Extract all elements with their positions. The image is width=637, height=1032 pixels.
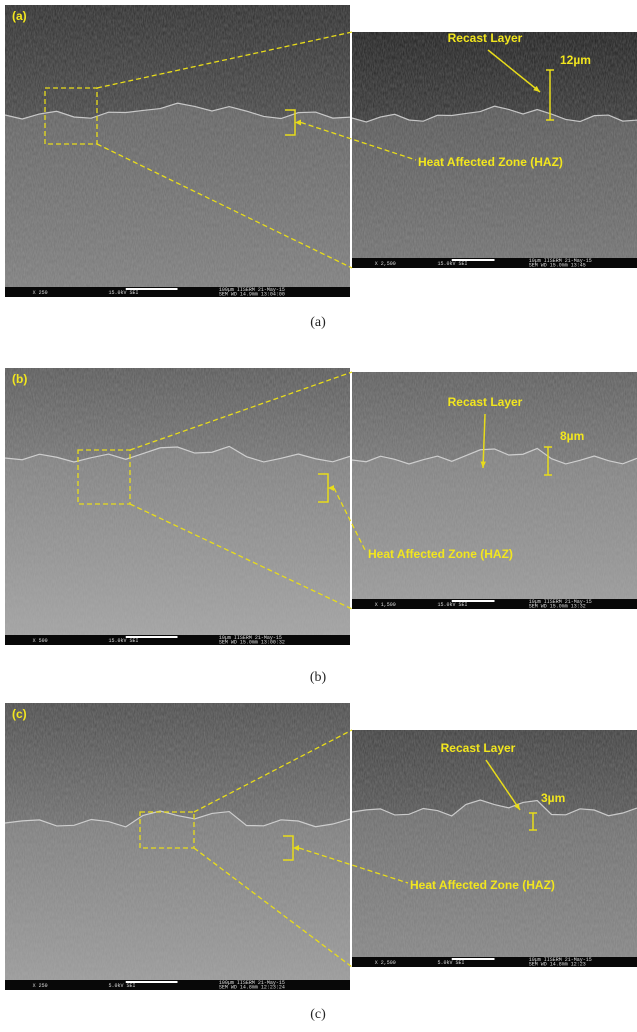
thickness-label: 8µm bbox=[560, 429, 584, 443]
databar-text: SEM WD 15.0mm 13:00:32 bbox=[219, 640, 285, 646]
texture bbox=[5, 5, 350, 297]
databar-text: 15.0kV SEI bbox=[109, 290, 139, 296]
databar-text: X 500 bbox=[33, 638, 48, 644]
databar-text: X 2,500 bbox=[375, 960, 396, 966]
texture bbox=[352, 730, 637, 967]
databar-text: SEM WD 14.8mm 12:23:24 bbox=[219, 985, 285, 991]
panel-label: (a) bbox=[12, 9, 27, 23]
caption: (b) bbox=[310, 670, 327, 685]
texture bbox=[5, 368, 350, 645]
texture bbox=[352, 32, 637, 268]
recast-label: Recast Layer bbox=[441, 741, 516, 755]
recast-label: Recast Layer bbox=[448, 395, 523, 409]
databar-text: 5.0kV SEI bbox=[109, 983, 136, 989]
figure: X 25015.0kV SEI100µm IISERM 21-May-15SEM… bbox=[0, 0, 637, 1032]
panel-label: (b) bbox=[12, 372, 27, 386]
databar-text: X 2,500 bbox=[375, 261, 396, 267]
haz-label: Heat Affected Zone (HAZ) bbox=[410, 878, 555, 892]
databar-text: SEM WD 14.8mm 12:23 bbox=[529, 962, 586, 968]
databar-text: X 250 bbox=[33, 983, 48, 989]
databar-text: SEM WD 15.0mm 13:45 bbox=[529, 263, 586, 269]
thickness-label: 12µm bbox=[560, 53, 591, 67]
databar-text: X 1,500 bbox=[375, 602, 396, 608]
databar-text: SEM WD 15.0mm 13:32 bbox=[529, 604, 586, 610]
databar-text: X 250 bbox=[33, 290, 48, 296]
databar-text: 15.0kV SEI bbox=[438, 261, 468, 267]
thickness-label: 3µm bbox=[541, 791, 565, 805]
panel-label: (c) bbox=[12, 707, 27, 721]
databar-text: 15.0kV SEI bbox=[438, 602, 468, 608]
databar-text: SEM WD 14.9mm 13:04:00 bbox=[219, 292, 285, 298]
recast-label: Recast Layer bbox=[448, 31, 523, 45]
haz-label: Heat Affected Zone (HAZ) bbox=[368, 547, 513, 561]
haz-label: Heat Affected Zone (HAZ) bbox=[418, 155, 563, 169]
databar-text: 5.0kV SEI bbox=[438, 960, 465, 966]
caption: (a) bbox=[310, 315, 326, 330]
caption: (c) bbox=[310, 1007, 326, 1022]
databar-text: 15.0kV SEI bbox=[109, 638, 139, 644]
